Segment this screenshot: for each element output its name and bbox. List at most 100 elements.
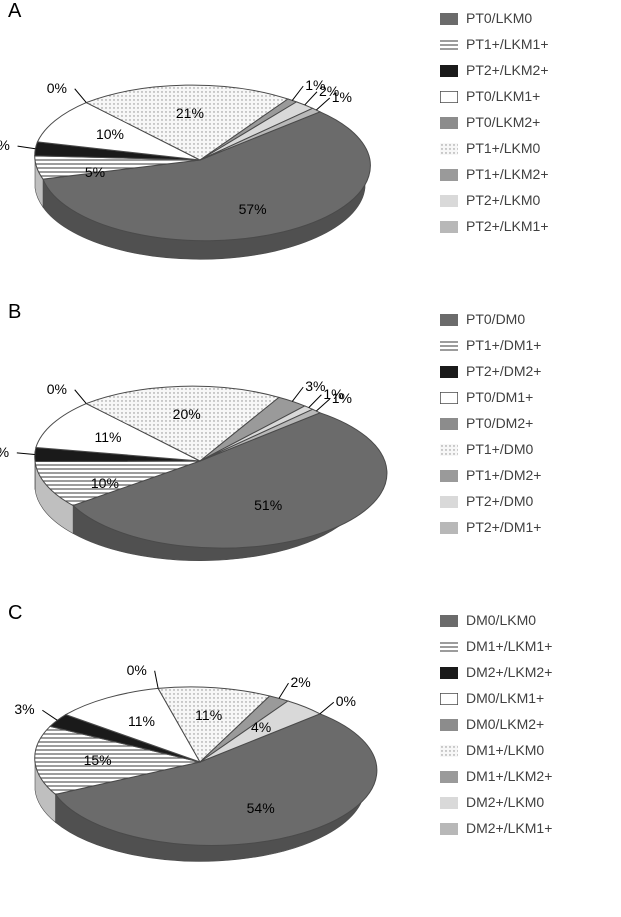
- legend-item: PT1+/DM0: [440, 441, 541, 457]
- legend-text: DM0/LKM1+: [466, 690, 544, 706]
- pie-slice-label: 2%: [290, 674, 310, 690]
- legend-text: PT0/LKM1+: [466, 88, 540, 104]
- legend-swatch: [440, 64, 458, 76]
- legend-text: PT1+/DM0: [466, 441, 533, 457]
- legend-item: PT2+/DM0: [440, 493, 541, 509]
- pie-slice-label: 0%: [47, 80, 67, 96]
- legend-item: DM2+/LKM0: [440, 794, 552, 810]
- pie-wrap: 54%15%3%11%0%11%2%4%0%: [0, 612, 430, 892]
- legend-swatch: [440, 116, 458, 128]
- legend-swatch: [440, 168, 458, 180]
- legend-item: PT1+/LKM1+: [440, 36, 549, 52]
- legend-swatch: [440, 796, 458, 808]
- legend-text: PT1+/DM1+: [466, 337, 541, 353]
- pie-slice-label: 21%: [176, 105, 204, 121]
- legend-item: DM0/LKM2+: [440, 716, 552, 732]
- legend-item: PT0/DM0: [440, 311, 541, 327]
- pie-slice-label: 11%: [195, 707, 222, 723]
- legend-swatch: [440, 822, 458, 834]
- legend-swatch: [440, 692, 458, 704]
- legend-swatch: [440, 640, 458, 652]
- panel-C: C54%15%3%11%0%11%2%4%0%DM0/LKM0DM1+/LKM1…: [0, 602, 621, 903]
- legend-text: PT0/DM1+: [466, 389, 533, 405]
- legend-text: DM1+/LKM1+: [466, 638, 552, 654]
- legend-item: DM0/LKM1+: [440, 690, 552, 706]
- pie-slice-label: 0%: [127, 662, 147, 678]
- legend-item: DM2+/LKM2+: [440, 664, 552, 680]
- legend-text: PT2+/LKM1+: [466, 218, 549, 234]
- legend-text: PT2+/DM2+: [466, 363, 541, 379]
- pie-slice-label: 57%: [239, 201, 267, 217]
- legend-swatch: [440, 12, 458, 24]
- pie-wrap: 57%5%3%10%0%21%1%2%1%: [0, 10, 430, 290]
- legend-item: PT0/LKM1+: [440, 88, 549, 104]
- pie-slice-label: 1%: [332, 390, 352, 406]
- legend-swatch: [440, 313, 458, 325]
- pie-slice-label: 3%: [0, 137, 10, 153]
- legend-text: DM1+/LKM0: [466, 742, 544, 758]
- legend-text: PT2+/LKM0: [466, 192, 540, 208]
- legend-swatch: [440, 417, 458, 429]
- legend-swatch: [440, 495, 458, 507]
- pie-slice-label: 11%: [128, 713, 155, 729]
- legend-text: PT2+/DM1+: [466, 519, 541, 535]
- legend-item: DM2+/LKM1+: [440, 820, 552, 836]
- legend-text: PT1+/LKM1+: [466, 36, 549, 52]
- legend-swatch: [440, 142, 458, 154]
- legend-swatch: [440, 770, 458, 782]
- pie-chart: [0, 311, 430, 611]
- legend-item: DM1+/LKM0: [440, 742, 552, 758]
- legend-text: DM2+/LKM2+: [466, 664, 552, 680]
- pie-slice-label: 3%: [0, 444, 9, 460]
- legend-swatch: [440, 443, 458, 455]
- pie-slice-label: 0%: [336, 693, 356, 709]
- legend-item: PT2+/LKM1+: [440, 218, 549, 234]
- pie-slice-label: 15%: [84, 752, 112, 768]
- legend-text: PT2+/DM0: [466, 493, 533, 509]
- pie-slice-label: 10%: [91, 475, 119, 491]
- pie-slice-label: 20%: [173, 406, 201, 422]
- legend-item: PT2+/DM1+: [440, 519, 541, 535]
- legend-item: PT1+/LKM2+: [440, 166, 549, 182]
- pie-slice-label: 3%: [14, 701, 34, 717]
- legend-text: PT1+/DM2+: [466, 467, 541, 483]
- legend-swatch: [440, 718, 458, 730]
- legend-text: PT1+/LKM2+: [466, 166, 549, 182]
- legend-text: DM0/LKM0: [466, 612, 536, 628]
- pie-slice-label: 51%: [254, 497, 282, 513]
- legend-swatch: [440, 220, 458, 232]
- legend-text: DM1+/LKM2+: [466, 768, 552, 784]
- legend-item: PT0/DM1+: [440, 389, 541, 405]
- panel-A: A57%5%3%10%0%21%1%2%1%PT0/LKM0PT1+/LKM1+…: [0, 0, 621, 301]
- legend-swatch: [440, 90, 458, 102]
- pie-slice-label: 54%: [247, 800, 275, 816]
- legend: PT0/LKM0 PT1+/LKM1+ PT2+/LKM2+ PT0/LKM1+ PT0…: [440, 10, 549, 234]
- legend-text: DM0/LKM2+: [466, 716, 544, 732]
- pie-slice-label: 11%: [94, 429, 121, 445]
- legend-swatch: [440, 194, 458, 206]
- legend-swatch: [440, 666, 458, 678]
- pie-wrap: 51%10%3%11%0%20%3%1%1%: [0, 311, 430, 591]
- pie-chart: [0, 10, 430, 310]
- pie-slice-label: 0%: [47, 381, 67, 397]
- pie-slice-label: 10%: [96, 126, 124, 142]
- figure-root: A57%5%3%10%0%21%1%2%1%PT0/LKM0PT1+/LKM1+…: [0, 0, 621, 903]
- legend-item: PT1+/DM1+: [440, 337, 541, 353]
- legend-item: PT0/DM2+: [440, 415, 541, 431]
- pie-chart: [0, 612, 430, 912]
- legend-item: PT0/LKM0: [440, 10, 549, 26]
- legend-text: PT2+/LKM2+: [466, 62, 549, 78]
- legend-item: PT2+/DM2+: [440, 363, 541, 379]
- legend-swatch: [440, 614, 458, 626]
- legend-swatch: [440, 365, 458, 377]
- legend-item: PT0/LKM2+: [440, 114, 549, 130]
- legend-swatch: [440, 469, 458, 481]
- legend-swatch: [440, 38, 458, 50]
- pie-slice-label: 1%: [332, 89, 352, 105]
- legend: PT0/DM0 PT1+/DM1+ PT2+/DM2+ PT0/DM1+ PT0/DM2…: [440, 311, 541, 535]
- legend-text: DM2+/LKM0: [466, 794, 544, 810]
- legend-item: PT1+/LKM0: [440, 140, 549, 156]
- legend-item: DM1+/LKM2+: [440, 768, 552, 784]
- legend-text: PT0/DM0: [466, 311, 525, 327]
- legend-text: DM2+/LKM1+: [466, 820, 552, 836]
